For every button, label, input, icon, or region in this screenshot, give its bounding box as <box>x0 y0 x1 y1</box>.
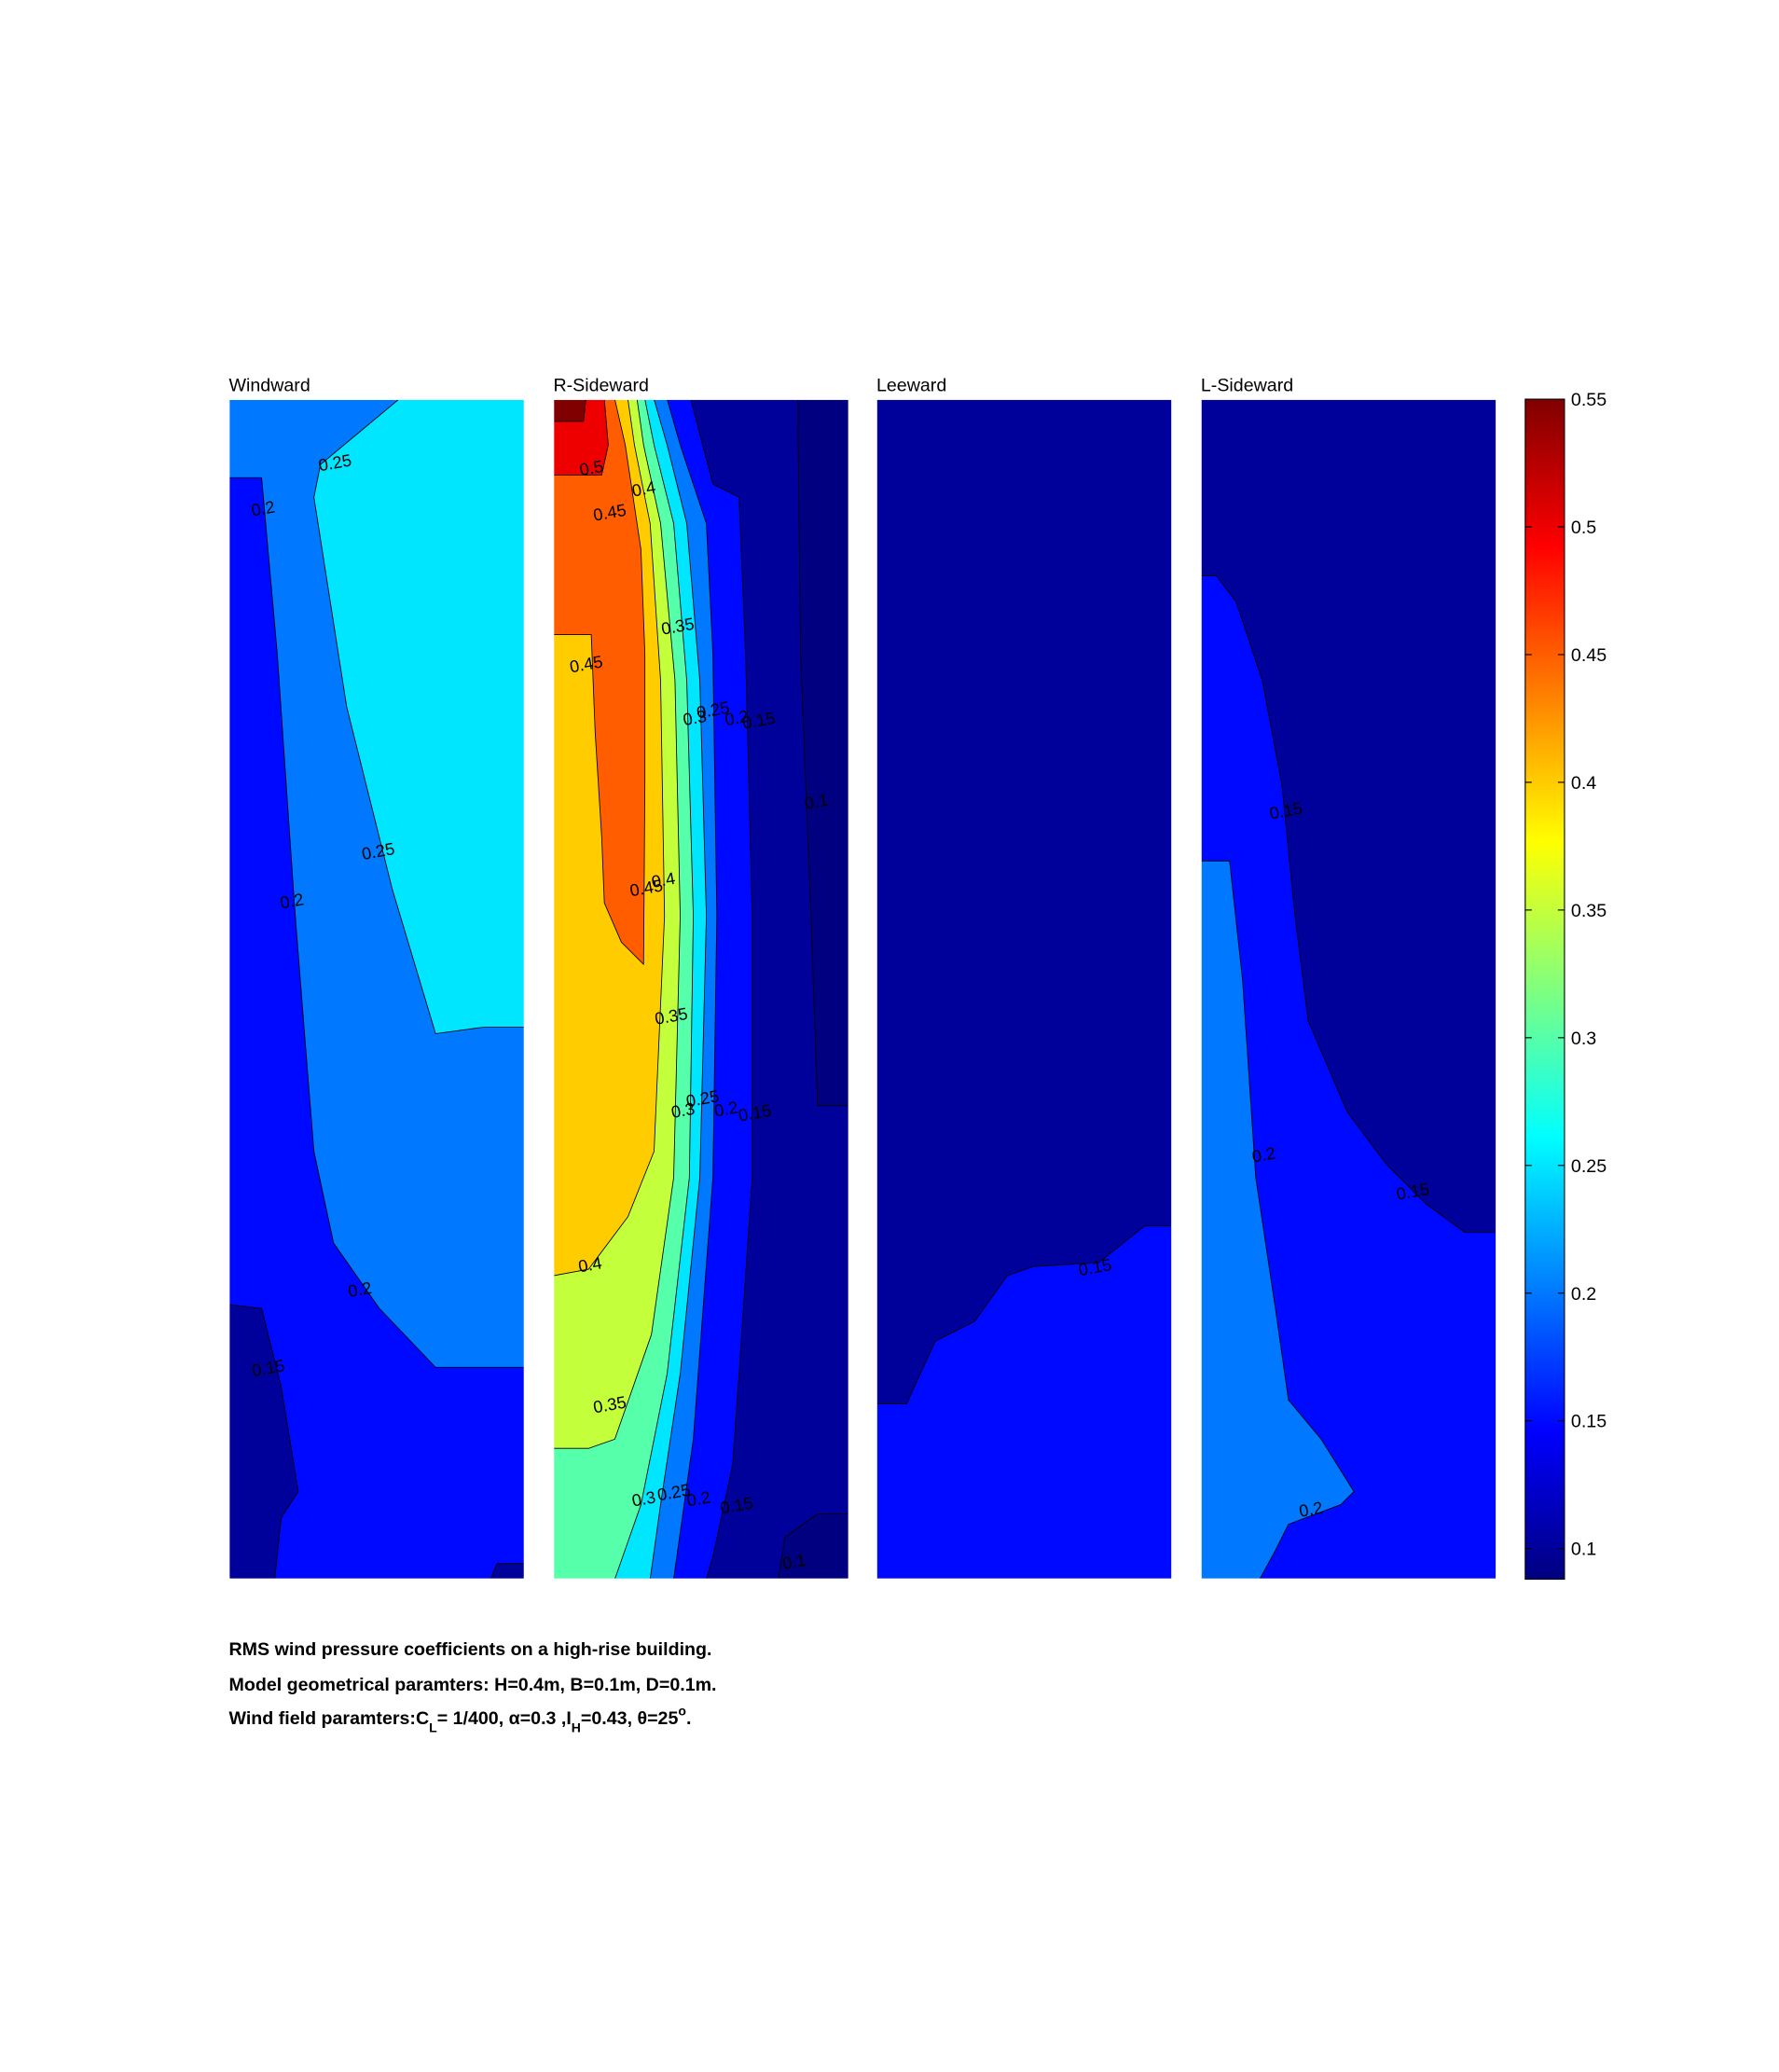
contour-label: 0.2 <box>724 706 751 729</box>
contour-label: 0.4 <box>577 1252 604 1276</box>
panels: 0.250.20.250.20.20.150.50.40.450.350.450… <box>228 398 1497 1581</box>
contour-label: 0.2 <box>279 889 306 912</box>
caption-line: RMS wind pressure coefficients on a high… <box>229 1639 712 1660</box>
contour-region <box>1200 860 1355 1580</box>
panel-title: Windward <box>229 376 310 396</box>
panel-frame <box>876 398 1173 1581</box>
contour-label: 0.2 <box>347 1278 374 1301</box>
panel-frame <box>1200 398 1497 1581</box>
contour-label: 0.3 <box>682 706 709 729</box>
colorbar-tick-label: 0.1 <box>1571 1540 1596 1560</box>
contour-label: 0.3 <box>630 1487 657 1511</box>
colorbar-tick-label: 0.15 <box>1571 1412 1607 1432</box>
panel-frame <box>228 398 526 1581</box>
contour-region <box>553 398 646 965</box>
panel-title: R-Sideward <box>553 376 649 396</box>
caption-line: Wind field paramters:CL= 1/400, α=0.3 ,I… <box>229 1703 692 1734</box>
contour-label: 0.1 <box>803 790 830 813</box>
colorbar-tick-label: 0.55 <box>1571 390 1607 410</box>
contour-label: 0.2 <box>1298 1498 1325 1521</box>
contour-label: 0.2 <box>712 1097 739 1120</box>
caption-sup: o <box>678 1703 686 1718</box>
contour-region <box>553 398 586 422</box>
contour-panel: 0.15 <box>876 398 1173 1581</box>
colorbar-tick-label: 0.4 <box>1571 773 1596 794</box>
contour-label: 0.3 <box>669 1098 696 1122</box>
colorbar-tick-label: 0.5 <box>1571 518 1596 538</box>
caption-sub: L <box>429 1720 437 1735</box>
panel-frame <box>552 398 850 1581</box>
contour-panel: 0.250.20.250.20.20.15 <box>228 398 526 1581</box>
caption-part: . <box>686 1708 691 1729</box>
panel-title: Leeward <box>876 376 946 396</box>
colorbar-tick-label: 0.45 <box>1571 645 1607 666</box>
caption-line: Model geometrical paramters: H=0.4m, B=0… <box>229 1675 717 1695</box>
panel-title: L-Sideward <box>1201 376 1293 396</box>
caption-part: Wind field paramters:C <box>229 1708 430 1729</box>
contour-label: 0.4 <box>650 868 677 891</box>
caption-sub: H <box>572 1720 581 1735</box>
colorbar-tick-label: 0.2 <box>1571 1284 1596 1305</box>
contour-label: 0.5 <box>578 456 605 479</box>
colorbar-tick-label: 0.35 <box>1571 901 1607 921</box>
contour-panel: 0.50.40.450.350.450.30.250.20.150.10.450… <box>552 398 850 1581</box>
contour-panel: 0.150.20.150.2 <box>1200 398 1497 1581</box>
caption-part: = 1/400, α=0.3 ,I <box>437 1708 572 1729</box>
contour-label: 0.2 <box>685 1487 712 1511</box>
colorbar-tick-label: 0.25 <box>1571 1156 1607 1177</box>
contour-label: 0.1 <box>780 1550 807 1573</box>
contour-label: 0.4 <box>630 477 657 500</box>
caption-part: =0.43, θ=25 <box>581 1708 679 1729</box>
contour-label: 0.2 <box>250 496 277 519</box>
colorbar <box>1524 398 1565 1581</box>
colorbar-tick-label: 0.3 <box>1571 1029 1596 1049</box>
contour-label: 0.2 <box>1250 1143 1277 1167</box>
